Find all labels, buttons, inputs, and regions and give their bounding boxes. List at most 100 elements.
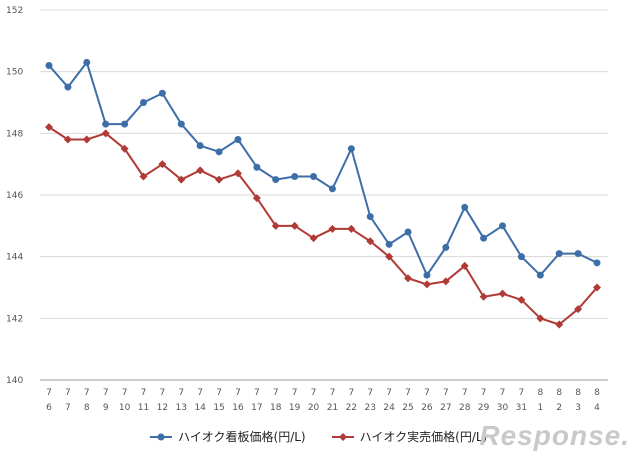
x-tick-month: 7 — [443, 388, 449, 398]
x-tick-month: 8 — [556, 388, 562, 398]
series-0-point — [404, 228, 412, 236]
x-tick-month: 7 — [84, 388, 90, 398]
x-tick-day: 25 — [402, 403, 413, 413]
x-tick-month: 7 — [254, 388, 260, 398]
series-0-point — [593, 259, 601, 267]
x-tick-day: 20 — [308, 403, 320, 413]
series-1-point — [555, 320, 564, 329]
x-tick-day: 4 — [594, 403, 600, 413]
series-1-point — [158, 160, 167, 169]
series-0-point — [196, 142, 204, 150]
series-0-point — [347, 145, 355, 153]
series-1-point — [347, 224, 356, 233]
series-0-point — [555, 250, 563, 258]
series-1-point — [82, 135, 91, 144]
x-tick-day: 31 — [516, 403, 527, 413]
x-tick-day: 23 — [365, 403, 376, 413]
y-tick-label: 142 — [6, 314, 23, 324]
series-1-point — [404, 274, 413, 283]
x-tick-month: 7 — [46, 388, 52, 398]
x-tick-month: 7 — [103, 388, 109, 398]
series-0-point — [366, 213, 374, 221]
x-tick-day: 27 — [440, 403, 451, 413]
x-tick-month: 7 — [367, 388, 373, 398]
x-tick-month: 7 — [348, 388, 354, 398]
x-tick-month: 7 — [216, 388, 222, 398]
x-tick-day: 13 — [176, 403, 187, 413]
series-1-point — [366, 237, 375, 246]
x-tick-month: 7 — [405, 388, 411, 398]
x-tick-month: 7 — [235, 388, 241, 398]
x-tick-month: 7 — [65, 388, 71, 398]
x-tick-day: 3 — [575, 403, 581, 413]
x-tick-month: 7 — [500, 388, 506, 398]
legend-item-signboard: ハイオク看板価格(円/L) — [150, 428, 306, 445]
x-tick-day: 8 — [84, 403, 90, 413]
series-1-point — [385, 252, 394, 261]
series-1-point — [498, 289, 507, 298]
series-1-point — [441, 277, 450, 286]
series-1-point — [593, 283, 601, 292]
x-tick-day: 9 — [103, 403, 109, 413]
series-1-point — [45, 123, 53, 132]
x-tick-month: 8 — [594, 388, 600, 398]
legend-actual-marker-icon — [331, 432, 354, 441]
series-1-point — [101, 129, 110, 138]
x-tick-day: 12 — [157, 403, 168, 413]
series-1-point — [309, 234, 318, 243]
series-1-point — [252, 194, 261, 203]
series-1-point — [479, 292, 488, 301]
y-tick-label: 150 — [6, 68, 23, 78]
series-0-point — [461, 203, 469, 211]
series-1-point — [536, 314, 545, 323]
x-tick-day: 26 — [421, 403, 433, 413]
x-tick-month: 8 — [575, 388, 581, 398]
x-tick-day: 29 — [478, 403, 490, 413]
series-0-point — [328, 185, 336, 193]
x-tick-month: 7 — [424, 388, 430, 398]
series-0-point — [215, 148, 223, 156]
series-0-point — [291, 173, 299, 180]
x-tick-day: 22 — [346, 403, 357, 413]
series-0-point — [177, 120, 185, 128]
series-0-point — [442, 243, 450, 251]
x-tick-month: 7 — [160, 388, 166, 398]
x-tick-month: 7 — [481, 388, 487, 398]
series-0-point — [310, 173, 318, 180]
x-tick-month: 7 — [178, 388, 184, 398]
series-0-point — [574, 250, 582, 258]
legend-label-signboard: ハイオク看板価格(円/L) — [178, 430, 306, 444]
series-1-point — [233, 169, 242, 178]
gridlines — [40, 9, 608, 319]
x-tick-day: 28 — [459, 403, 471, 413]
series-1-point — [139, 172, 148, 181]
x-tick-month: 7 — [122, 388, 128, 398]
series-0-point — [480, 234, 488, 242]
series-group — [45, 58, 601, 329]
x-tick-day: 21 — [327, 403, 338, 413]
y-tick-label: 148 — [6, 129, 23, 139]
x-tick-month: 7 — [273, 388, 279, 398]
x-tick-day: 11 — [138, 403, 149, 413]
series-0-point — [158, 89, 166, 97]
series-1-point — [460, 261, 469, 270]
series-1-point — [177, 175, 186, 184]
x-tick-day: 18 — [270, 403, 282, 413]
series-0-point — [234, 136, 242, 143]
x-tick-day: 1 — [537, 403, 543, 413]
legend-label-actual: ハイオク実売価格(円/L) — [359, 430, 488, 444]
x-tick-day: 30 — [497, 403, 509, 413]
series-1-point — [120, 144, 129, 153]
series-0-point — [499, 222, 507, 230]
series-0-point — [253, 163, 261, 171]
legend-item-actual: ハイオク実売価格(円/L) — [331, 428, 488, 445]
series-1-point — [574, 305, 583, 314]
x-tick-day: 17 — [251, 403, 262, 413]
x-tick-day: 6 — [46, 403, 52, 413]
series-0-point — [272, 176, 280, 184]
series-1-point — [215, 175, 224, 184]
y-tick-label: 152 — [6, 6, 23, 16]
x-tick-month: 7 — [311, 388, 317, 398]
series-0-point — [45, 62, 53, 69]
series-1-point — [328, 224, 337, 233]
